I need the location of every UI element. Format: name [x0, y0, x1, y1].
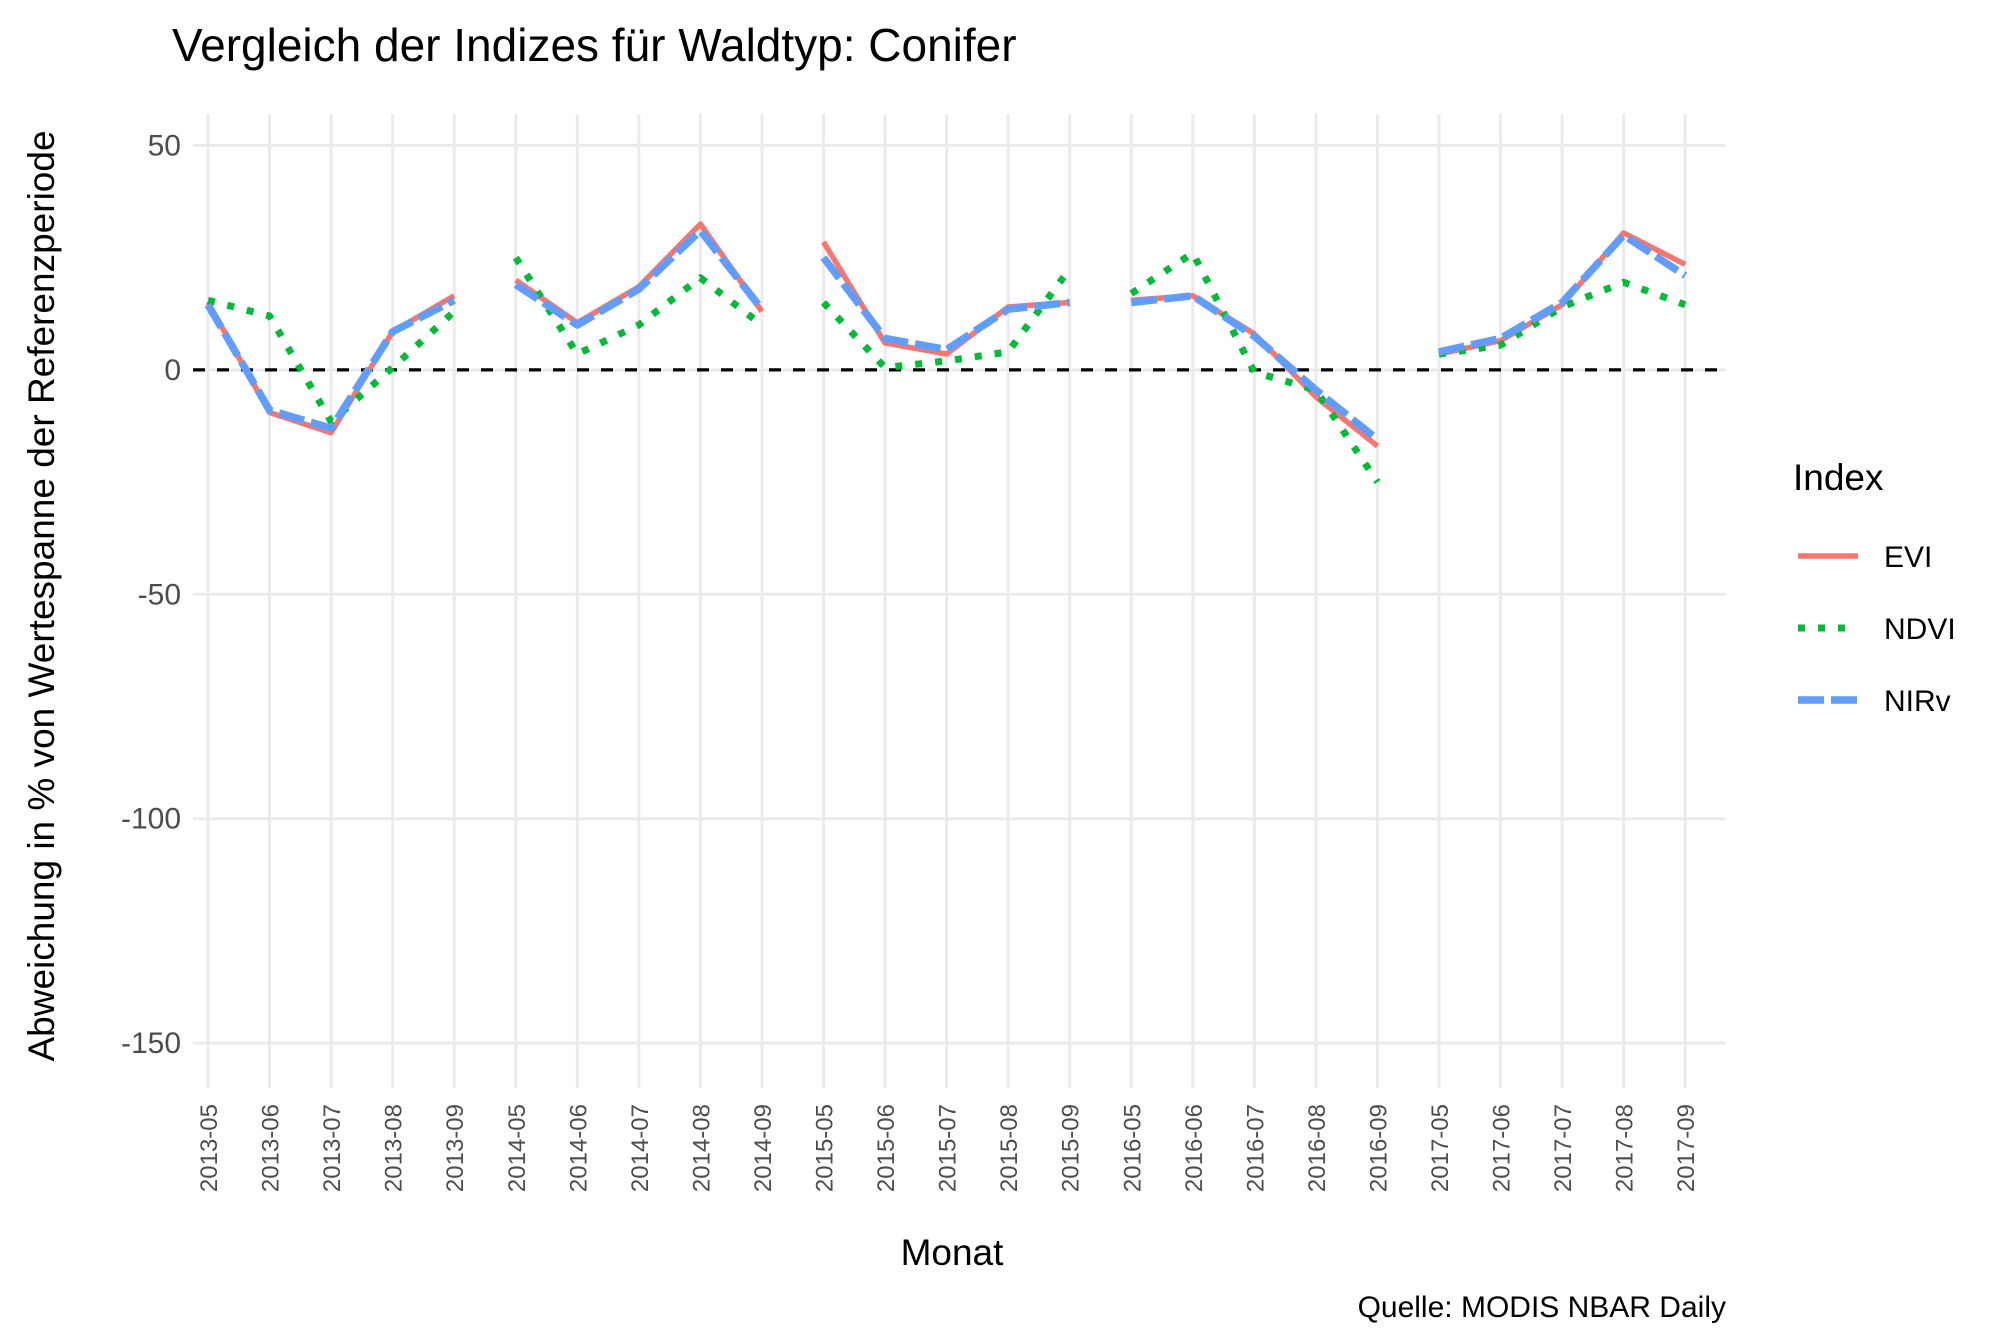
x-tick-label: 2016-06: [1181, 1104, 1208, 1192]
x-tick-label: 2014-08: [688, 1104, 715, 1192]
series-line-nirv: [513, 226, 765, 329]
x-tick-label: 2014-07: [627, 1104, 654, 1192]
series-line-nirv: [1438, 231, 1688, 356]
x-tick-label: 2013-06: [258, 1104, 285, 1192]
legend-label-evi: EVI: [1884, 541, 1932, 574]
x-tick-label: 2015-07: [935, 1104, 962, 1192]
series-line-ndvi: [1438, 278, 1687, 358]
x-tick-label: 2013-05: [196, 1104, 223, 1192]
legend: Index EVI NDVI NIRv: [1793, 457, 1956, 718]
series-line-nirv: [1130, 292, 1380, 443]
legend-label-nirv: NIRv: [1884, 685, 1951, 718]
x-tick-label: 2017-07: [1550, 1104, 1577, 1192]
x-tick-label: 2014-05: [504, 1104, 531, 1192]
chart-caption: Quelle: MODIS NBAR Daily: [1358, 1291, 1726, 1324]
x-tick-label: 2017-09: [1673, 1104, 1700, 1192]
series-ndvi: [207, 249, 1687, 485]
legend-item-nirv: NIRv: [1798, 685, 1951, 718]
x-tick-label: 2013-08: [381, 1104, 408, 1192]
x-tick-label: 2016-09: [1365, 1104, 1392, 1192]
chart-title: Vergleich der Indizes für Waldtyp: Conif…: [172, 19, 1017, 71]
y-tick-label: -150: [121, 1027, 181, 1060]
x-tick-label: 2015-08: [996, 1104, 1023, 1192]
y-tick-labels: 50 0 -50 -100 -150: [121, 129, 181, 1060]
x-tick-label: 2013-09: [442, 1104, 469, 1192]
x-tick-label: 2014-06: [565, 1104, 592, 1192]
y-tick-label: 0: [164, 354, 181, 387]
x-tick-label: 2015-06: [873, 1104, 900, 1192]
x-tick-label: 2017-05: [1427, 1104, 1454, 1192]
x-tick-label: 2015-05: [812, 1104, 839, 1192]
series-line-nirv: [820, 255, 1071, 354]
legend-title: Index: [1793, 457, 1884, 498]
x-tick-label: 2016-05: [1119, 1104, 1146, 1192]
x-tick-labels: 2013-05 2013-06 2013-07 2013-08 2013-09 2014-…: [196, 1104, 1700, 1192]
grid-layer: [193, 114, 1726, 1088]
legend-label-ndvi: NDVI: [1884, 613, 1956, 646]
series-nirv: [204, 226, 1688, 443]
series-line-evi: [821, 240, 1070, 357]
series-line-ndvi: [512, 255, 765, 358]
y-tick-label: -100: [121, 803, 181, 836]
series-line-nirv: [204, 296, 456, 432]
x-tick-label: 2016-07: [1242, 1104, 1269, 1192]
legend-items: EVI NDVI NIRv: [1798, 541, 1956, 718]
y-tick-label: -50: [138, 578, 181, 611]
x-tick-label: 2017-06: [1489, 1104, 1516, 1192]
series-line-ndvi: [207, 296, 457, 425]
series-layer: [204, 221, 1688, 485]
x-tick-label: 2017-08: [1612, 1104, 1639, 1192]
x-tick-label: 2013-07: [319, 1104, 346, 1192]
x-tick-label: 2015-09: [1058, 1104, 1085, 1192]
x-axis-title: Monat: [901, 1232, 1005, 1273]
y-axis-title: Abweichung in % von Wertespanne der Refe…: [21, 130, 62, 1061]
legend-item-evi: EVI: [1798, 541, 1932, 574]
y-tick-label: 50: [148, 129, 181, 162]
x-tick-label: 2016-08: [1304, 1104, 1331, 1192]
legend-item-ndvi: NDVI: [1798, 613, 1956, 646]
x-tick-label: 2014-09: [750, 1104, 777, 1192]
